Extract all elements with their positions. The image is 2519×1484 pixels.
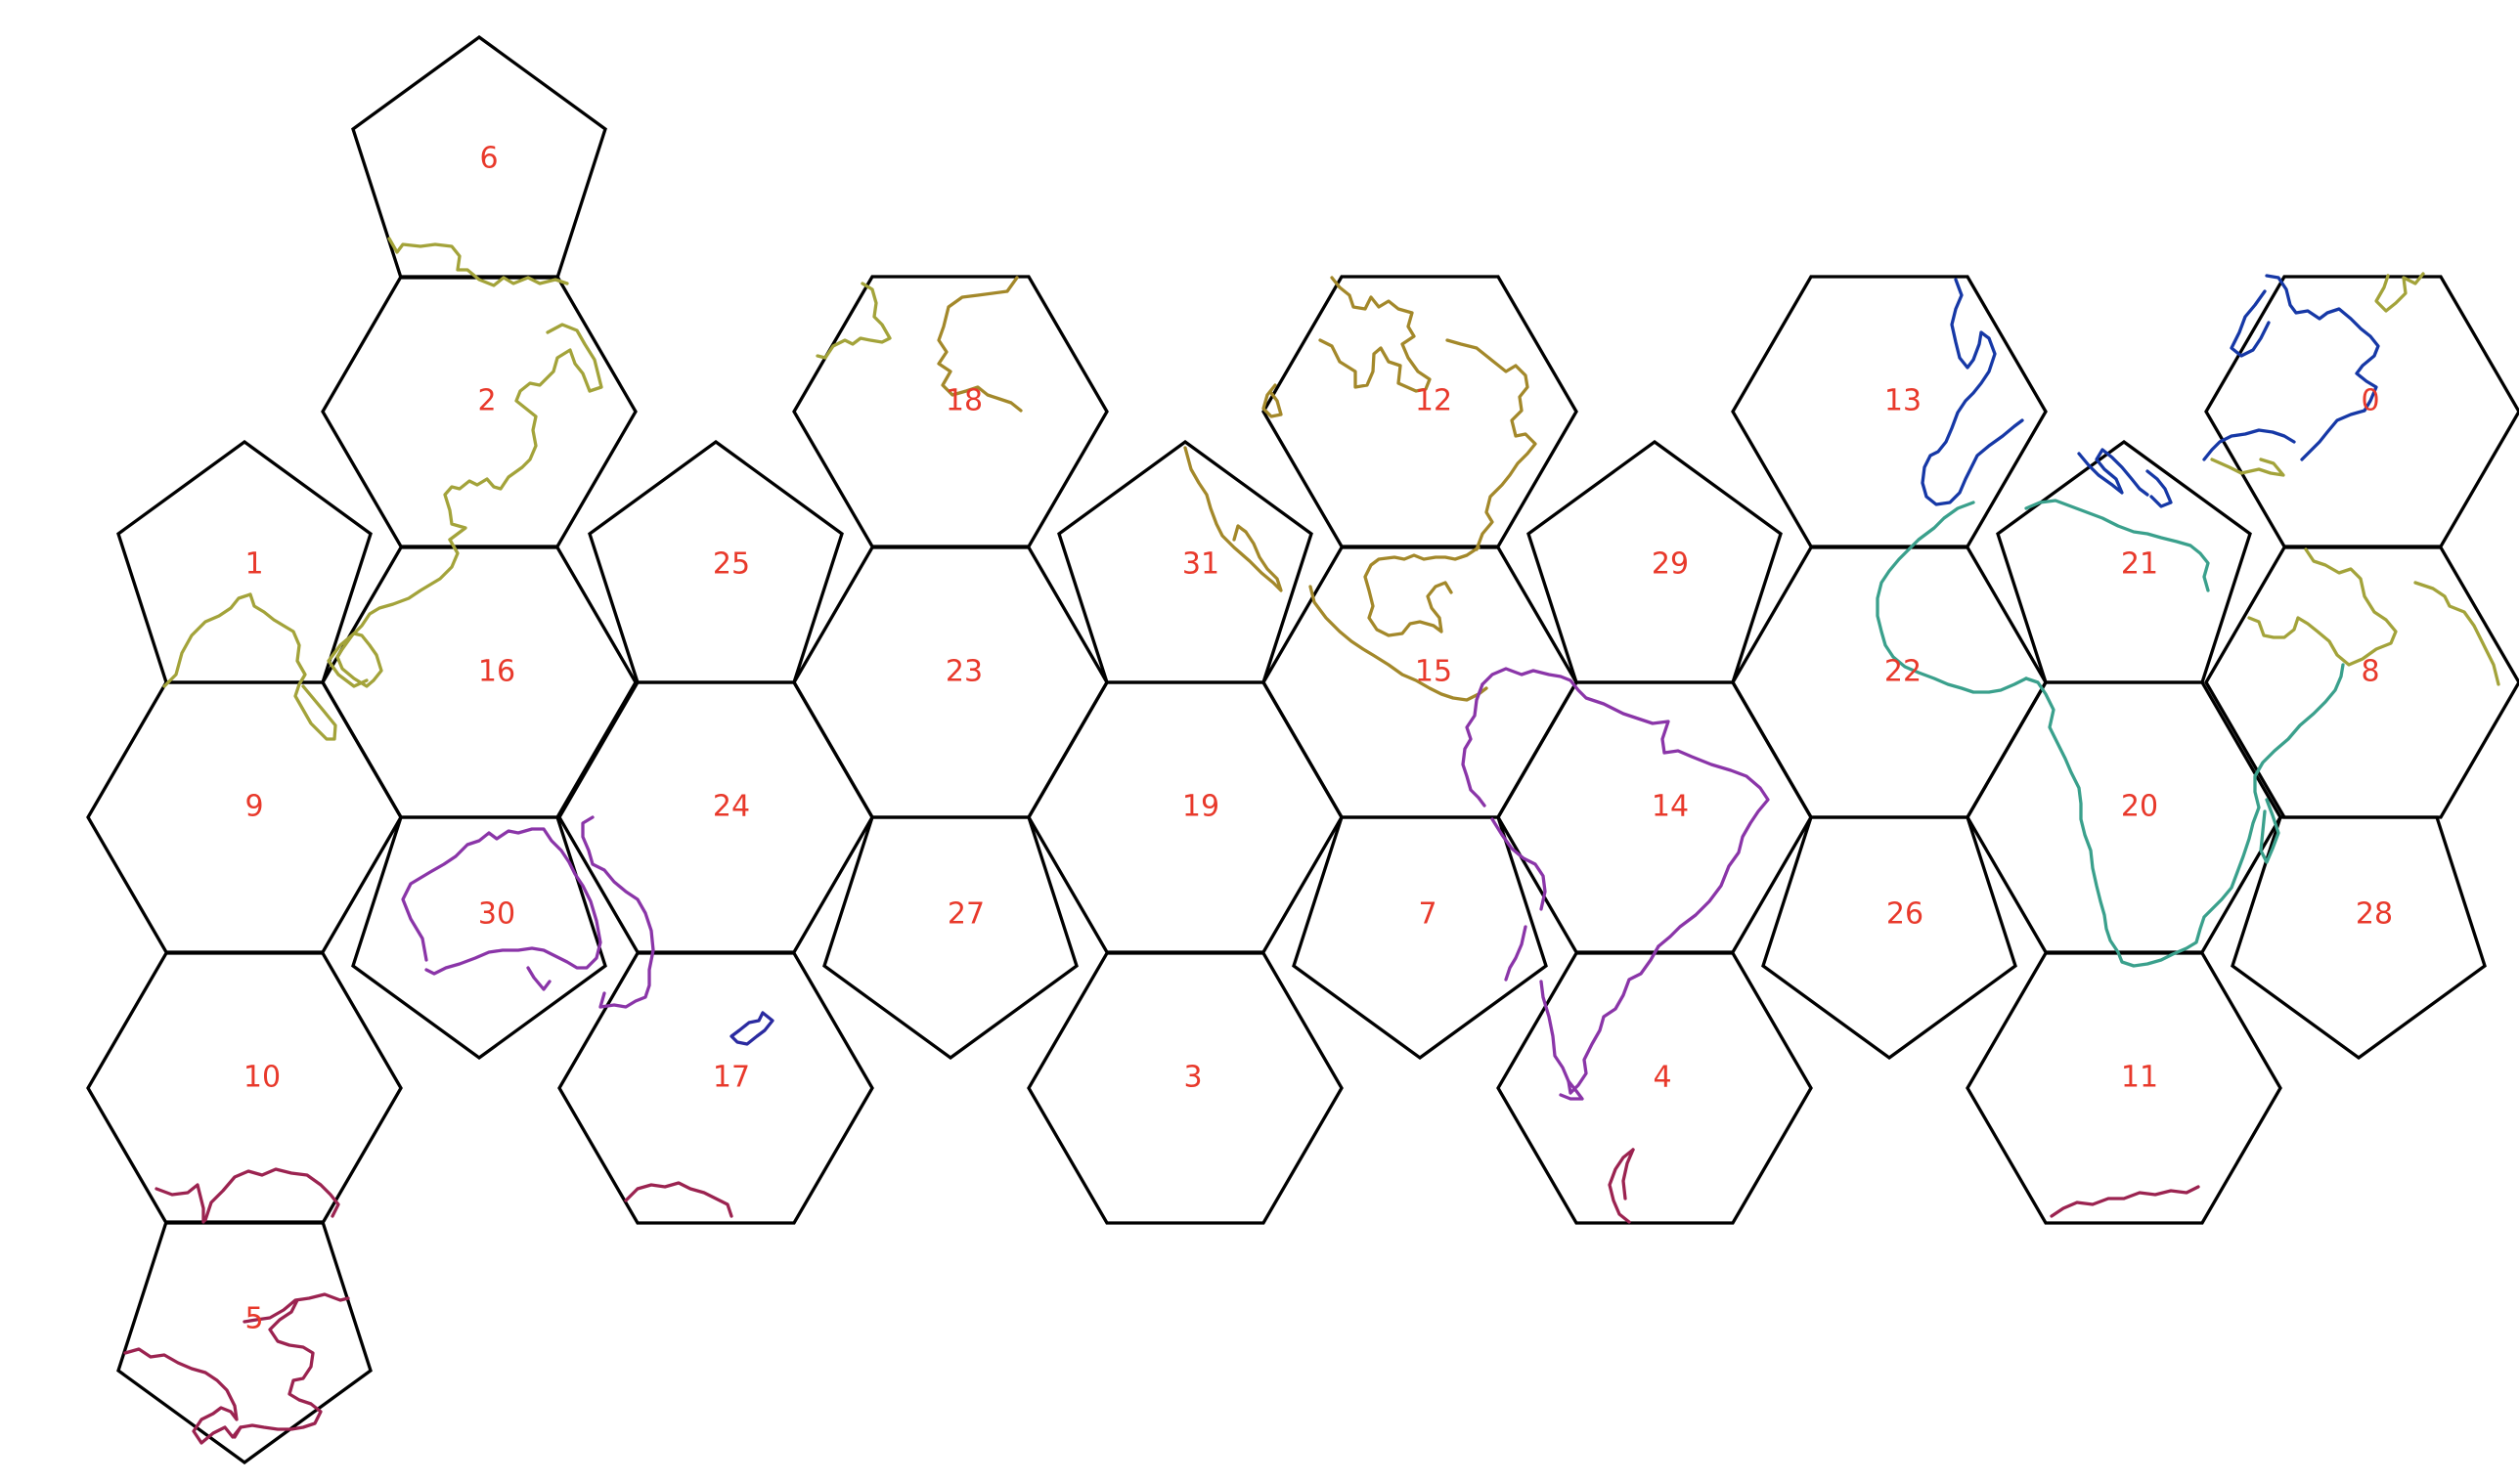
coastline-africa-cell-20-madagascar — [2259, 798, 2280, 864]
cell-label-18: 18 — [946, 384, 983, 418]
cell-31-pentagon — [1057, 439, 1313, 684]
coastline-north-america-cell-15 — [1308, 585, 1488, 702]
cell-label-31: 31 — [1182, 547, 1219, 582]
coastline-australia-cell-30-tip — [526, 966, 552, 991]
coastlines — [123, 237, 2500, 1445]
cell-label-25: 25 — [713, 547, 750, 582]
cell-27-pentagon — [822, 815, 1079, 1061]
cell-label-17: 17 — [713, 1061, 750, 1095]
coastline-europe-cell-0-b — [2230, 289, 2271, 358]
cell-label-0: 0 — [2361, 384, 2379, 418]
cell-label-29: 29 — [1652, 547, 1689, 582]
coastline-north-america-cell-12-west — [1261, 383, 1283, 418]
coastline-antarctica-cell-10 — [155, 1183, 205, 1224]
coastline-europe-cell-0 — [2265, 274, 2380, 461]
coastline-antarctica-cell-11 — [2050, 1185, 2200, 1218]
coastline-asia-cell-8 — [2247, 547, 2398, 667]
cell-label-4: 4 — [1653, 1061, 1671, 1095]
coastline-antarctica-cell-10-b — [203, 1167, 340, 1222]
cell-label-1: 1 — [244, 547, 263, 582]
coastline-europe-cell-21-b — [2145, 469, 2173, 508]
cell-8-hexagon — [2204, 546, 2519, 819]
cell-26-pentagon — [1761, 815, 2017, 1061]
cell-label-10: 10 — [243, 1061, 281, 1095]
coastline-north-america-cell-15-gulf — [1363, 546, 1480, 637]
cell-7-pentagon — [1292, 815, 1548, 1061]
cell-label-6: 6 — [479, 142, 498, 176]
coastline-south-america-cell-7-tip — [1504, 925, 1527, 982]
cell-30-pentagon — [351, 815, 607, 1061]
coastline-asia-cell-6 — [387, 237, 569, 287]
coastline-south-america-cell-7 — [1490, 817, 1547, 911]
coastline-europe-cell-0-c — [2202, 428, 2296, 461]
coastline-asia-cell-1 — [162, 592, 337, 741]
coastline-north-america-cell-12-east — [1445, 338, 1537, 551]
coastline-asia-cell-18 — [816, 282, 892, 360]
coastline-africa-cell-21 — [2024, 499, 2210, 592]
cell-label-13: 13 — [1884, 384, 1922, 418]
cell-label-9: 9 — [244, 790, 263, 824]
cell-label-19: 19 — [1182, 790, 1219, 824]
coastline-new-zealand-cell-17 — [729, 1011, 774, 1046]
coastline-asia-cell-16 — [327, 538, 460, 688]
cell-label-3: 3 — [1183, 1061, 1202, 1095]
cell-outlines — [86, 34, 2519, 1465]
coastline-south-america-cell-14-west — [1461, 682, 1486, 807]
coastline-south-america-cell-14 — [1480, 667, 1770, 948]
cell-label-26: 26 — [1886, 897, 1923, 932]
cell-label-2: 2 — [477, 384, 496, 418]
coastline-africa-cell-20 — [2024, 663, 2345, 968]
cell-label-28: 28 — [2356, 897, 2393, 932]
coastline-europe-cell-21 — [2077, 448, 2149, 497]
cell-label-20: 20 — [2121, 790, 2158, 824]
coastline-north-america-cell-12 — [1318, 276, 1432, 393]
coastline-africa-cell-22 — [1876, 501, 2028, 694]
cell-label-24: 24 — [713, 790, 750, 824]
cell-label-8: 8 — [2361, 655, 2379, 689]
coastline-antarctica-cell-4-b — [1621, 1148, 1635, 1200]
cell-label-7: 7 — [1418, 897, 1436, 932]
coastline-antarctica-cell-5-c — [233, 1298, 323, 1439]
coastline-asia-cell-2 — [443, 323, 603, 542]
cell-29-pentagon — [1526, 439, 1783, 684]
cell-label-22: 22 — [1884, 655, 1922, 689]
cell-label-5: 5 — [244, 1302, 263, 1336]
cell-28-pentagon — [2231, 815, 2487, 1061]
cell-label-27: 27 — [948, 897, 985, 932]
coastline-antarctica-cell-17 — [624, 1181, 733, 1218]
cell-label-16: 16 — [478, 655, 515, 689]
cell-label-11: 11 — [2121, 1061, 2158, 1095]
cell-10-hexagon — [86, 951, 403, 1225]
coastline-north-america-cell-31 — [1183, 446, 1283, 592]
coastline-australia-cell-30 — [401, 827, 602, 976]
coastline-asia-cell-0 — [2374, 272, 2425, 313]
coastline-antarctica-cell-5-b — [243, 1292, 350, 1324]
coastline-oceania-cell-24 — [581, 815, 655, 1009]
cell-label-14: 14 — [1652, 790, 1689, 824]
coastline-north-america-cell-18 — [937, 276, 1023, 413]
cell-label-12: 12 — [1415, 384, 1452, 418]
cell-label-30: 30 — [478, 897, 515, 932]
coastline-asia-cell-21 — [2210, 458, 2285, 477]
coastline-antarctica-cell-4 — [1608, 1148, 1635, 1224]
cell-label-15: 15 — [1415, 655, 1452, 689]
coastline-south-america-cell-4 — [1539, 944, 1660, 1095]
coastline-asia-cell-8-arabia — [2413, 581, 2500, 686]
coastline-europe-cell-13 — [1921, 278, 2024, 506]
cell-21-pentagon — [1996, 439, 2252, 684]
cell-label-23: 23 — [946, 655, 983, 689]
coastline-antarctica-cell-5 — [123, 1347, 243, 1445]
cell-25-pentagon — [588, 439, 844, 684]
cell-label-21: 21 — [2121, 547, 2158, 582]
coastline-south-america-cell-4-tip — [1559, 1079, 1584, 1101]
